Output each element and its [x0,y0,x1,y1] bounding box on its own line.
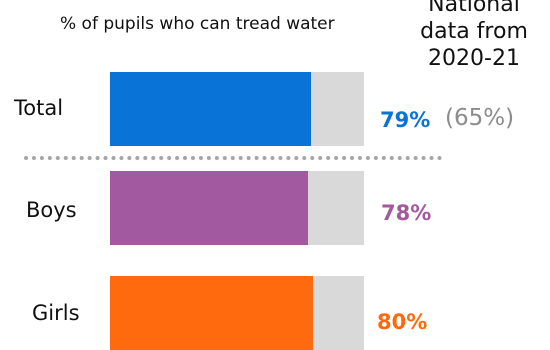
bar-boys [110,171,308,245]
national-note-line-2: data from [404,18,544,45]
bar-girls [110,276,313,350]
row-label-total: Total [14,96,63,120]
bar-track-total [110,72,364,146]
row-label-boys: Boys [26,198,77,222]
value-label-total: 79% [380,108,430,132]
chart-subtitle: % of pupils who can tread water [60,14,360,34]
national-note-line-3: 2020-21 [404,45,544,72]
national-note-line-1: National [404,0,544,18]
row-label-girls: Girls [32,301,80,325]
value-label-girls: 80% [377,310,427,334]
dotted-divider [24,156,442,160]
national-compare-total: (65%) [445,106,514,130]
national-data-note: National data from 2020-21 [404,0,544,72]
bar-track-boys [110,171,364,245]
bar-track-girls [110,276,364,350]
bar-total [110,72,311,146]
value-label-boys: 78% [381,201,431,225]
